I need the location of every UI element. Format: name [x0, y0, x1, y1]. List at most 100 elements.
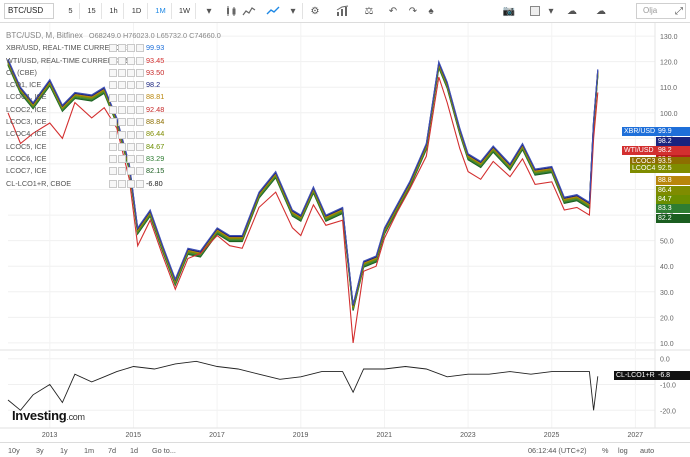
legend-controls[interactable]	[109, 142, 144, 151]
symbol-input[interactable]: BTC/USD	[4, 3, 54, 19]
cloud-upload-icon[interactable]: ☁	[567, 5, 577, 17]
more-icon[interactable]	[136, 130, 144, 139]
eye-icon[interactable]	[109, 105, 117, 114]
percent-scale-toggle[interactable]: %	[602, 446, 609, 455]
range-10y[interactable]: 10y	[8, 446, 20, 455]
color-box-icon[interactable]	[526, 3, 544, 19]
range-3y[interactable]: 3y	[36, 446, 44, 455]
timeframe-1d[interactable]: 1D	[126, 3, 148, 19]
legend-controls[interactable]	[109, 179, 144, 188]
close-icon[interactable]	[127, 44, 135, 53]
close-icon[interactable]	[127, 105, 135, 114]
close-icon[interactable]	[127, 69, 135, 78]
line-chart-icon[interactable]	[264, 3, 282, 19]
timeframe-1h[interactable]: 1h	[104, 3, 124, 19]
close-icon[interactable]	[127, 179, 135, 188]
legend-row[interactable]: LCOC4, ICE 86.44	[6, 128, 221, 140]
eye-icon[interactable]	[109, 81, 117, 90]
eye-icon[interactable]	[109, 44, 117, 53]
legend-controls[interactable]	[109, 105, 144, 114]
eye-icon[interactable]	[109, 155, 117, 164]
more-icon[interactable]	[136, 105, 144, 114]
settings-icon[interactable]	[118, 155, 126, 164]
camera-icon[interactable]: 📷	[502, 5, 516, 17]
settings-icon[interactable]	[118, 81, 126, 90]
settings-icon[interactable]	[118, 105, 126, 114]
log-scale-toggle[interactable]: log	[618, 446, 628, 455]
legend-controls[interactable]	[109, 56, 144, 65]
eye-icon[interactable]	[109, 130, 117, 139]
timeframe-5[interactable]: 5	[62, 3, 80, 19]
close-icon[interactable]	[127, 56, 135, 65]
legend-controls[interactable]	[109, 130, 144, 139]
cloud-download-icon[interactable]: ☁	[596, 5, 606, 17]
chart-type-dropdown-icon[interactable]: ▾	[290, 5, 296, 17]
settings-gear-icon[interactable]: ⚙	[310, 5, 320, 17]
eye-icon[interactable]	[109, 69, 117, 78]
eye-icon[interactable]	[109, 142, 117, 151]
range-1m[interactable]: 1m	[84, 446, 95, 455]
legend-controls[interactable]	[109, 93, 144, 102]
close-icon[interactable]	[127, 118, 135, 127]
area-chart-icon[interactable]	[240, 3, 258, 19]
more-icon[interactable]	[136, 118, 144, 127]
close-icon[interactable]	[127, 81, 135, 90]
range-1d[interactable]: 1d	[130, 446, 139, 455]
legend-row[interactable]: LCOC6, ICE 83.29	[6, 153, 221, 165]
auto-scale-toggle[interactable]: auto	[640, 446, 655, 455]
legend-controls[interactable]	[109, 44, 144, 53]
legend-row[interactable]: XBR/USD, REAL-TIME CURRENCIES 99.93	[6, 42, 221, 54]
settings-icon[interactable]	[118, 118, 126, 127]
close-icon[interactable]	[127, 93, 135, 102]
eye-icon[interactable]	[109, 179, 117, 188]
legend-controls[interactable]	[109, 167, 144, 176]
redo-icon[interactable]: ↷	[408, 5, 418, 17]
settings-icon[interactable]	[118, 179, 126, 188]
timeframe-dropdown-icon[interactable]: ▾	[206, 5, 212, 17]
legend-row[interactable]: CL-LCO1+R, CBOE -6.80	[6, 178, 221, 190]
more-icon[interactable]	[136, 155, 144, 164]
timeframe-1w[interactable]: 1W	[174, 3, 196, 19]
settings-icon[interactable]	[118, 142, 126, 151]
settings-icon[interactable]	[118, 130, 126, 139]
close-icon[interactable]	[127, 130, 135, 139]
legend-row[interactable]: LCOC5, ICE 84.67	[6, 141, 221, 153]
settings-icon[interactable]	[118, 167, 126, 176]
range-1y[interactable]: 1y	[60, 446, 68, 455]
indicators-icon[interactable]	[334, 3, 352, 19]
language-select[interactable]: Olja	[636, 3, 686, 19]
more-icon[interactable]	[136, 69, 144, 78]
settings-icon[interactable]	[118, 69, 126, 78]
settings-icon[interactable]	[118, 56, 126, 65]
undo-icon[interactable]: ↶	[388, 5, 398, 17]
legend-controls[interactable]	[109, 69, 144, 78]
eye-icon[interactable]	[109, 118, 117, 127]
legend-row[interactable]: LCOC3, ICE 88.84	[6, 116, 221, 128]
more-icon[interactable]	[136, 179, 144, 188]
legend-controls[interactable]	[109, 118, 144, 127]
close-icon[interactable]	[127, 167, 135, 176]
more-icon[interactable]	[136, 142, 144, 151]
legend-header[interactable]: BTC/USD, M, Bitfinex O68249.0 H76023.0 L…	[6, 30, 221, 42]
close-icon[interactable]	[127, 155, 135, 164]
more-icon[interactable]	[136, 167, 144, 176]
fullscreen-icon[interactable]: ⤢	[675, 5, 683, 17]
alert-icon[interactable]: ♠	[428, 5, 434, 17]
scale-icon[interactable]: ⚖	[364, 5, 374, 17]
settings-icon[interactable]	[118, 93, 126, 102]
legend-row[interactable]: CL (CBE) 93.50	[6, 67, 221, 79]
eye-icon[interactable]	[109, 93, 117, 102]
range-7d[interactable]: 7d	[108, 446, 117, 455]
more-icon[interactable]	[136, 93, 144, 102]
legend-row[interactable]: WTI/USD, REAL-TIME CURRENCIES 93.45	[6, 55, 221, 67]
legend-row[interactable]: LCOC1, ICE 88.81	[6, 91, 221, 103]
legend-controls[interactable]	[109, 155, 144, 164]
eye-icon[interactable]	[109, 167, 117, 176]
goto-date[interactable]: Go to...	[152, 446, 176, 455]
color-dropdown-icon[interactable]: ▾	[548, 5, 554, 17]
close-icon[interactable]	[127, 142, 135, 151]
more-icon[interactable]	[136, 81, 144, 90]
candles-icon[interactable]	[222, 3, 240, 19]
legend-row[interactable]: LCOC7, ICE 82.15	[6, 165, 221, 177]
legend-row[interactable]: LCOC2, ICE 92.48	[6, 104, 221, 116]
